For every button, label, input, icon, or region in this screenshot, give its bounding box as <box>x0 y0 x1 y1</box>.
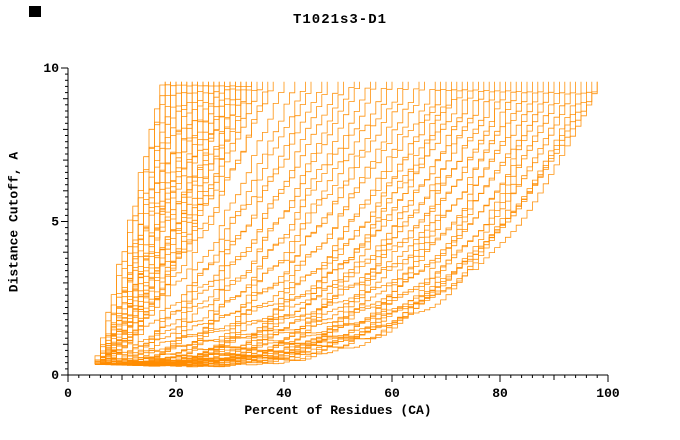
gdt-curve <box>100 81 442 365</box>
chart-title: T1021s3-D1 <box>292 12 387 28</box>
gdt-curve <box>100 81 274 365</box>
x-tick-label: 80 <box>492 386 508 401</box>
x-tick-label: 40 <box>276 386 292 401</box>
y-tick-label: 5 <box>51 215 59 230</box>
gdt-curve <box>94 81 177 365</box>
gdt-curve <box>105 81 188 365</box>
gdt-curve <box>105 81 344 365</box>
curves-group <box>94 81 598 368</box>
gdt-curve <box>100 81 199 365</box>
gdt-curve <box>95 81 420 366</box>
gdt-curve <box>94 81 166 365</box>
gdt-curve <box>95 81 512 366</box>
gdt-curve <box>100 81 323 365</box>
gdt-curve <box>105 81 598 367</box>
gdt-curve <box>105 81 307 365</box>
x-axis-label: Percent of Residues (CA) <box>244 403 432 418</box>
x-tick-label: 60 <box>384 386 400 401</box>
x-tick-label: 100 <box>596 386 620 401</box>
y-tick-label: 10 <box>43 61 59 76</box>
gdt-curve <box>105 81 199 365</box>
x-tick-label: 20 <box>168 386 184 401</box>
gdt-curve <box>100 81 220 365</box>
gdt-curve <box>94 81 231 365</box>
gdt-curve <box>100 81 528 367</box>
axes <box>67 68 608 376</box>
gdt-curve <box>100 81 404 365</box>
x-tick-label: 0 <box>64 386 72 401</box>
gdt-curve <box>105 81 328 365</box>
y-axis-label: Distance Cutoff, A <box>6 151 22 293</box>
y-tick-label: 0 <box>51 368 59 383</box>
gdt-curve <box>100 81 236 365</box>
corner-marker <box>29 6 41 17</box>
gdt-curve <box>105 81 253 365</box>
gdt-curve <box>105 81 587 368</box>
gdt-curve <box>100 81 182 365</box>
gdt-curve <box>105 81 490 366</box>
gdt-curve <box>95 81 593 366</box>
gdt-curve <box>100 81 355 365</box>
